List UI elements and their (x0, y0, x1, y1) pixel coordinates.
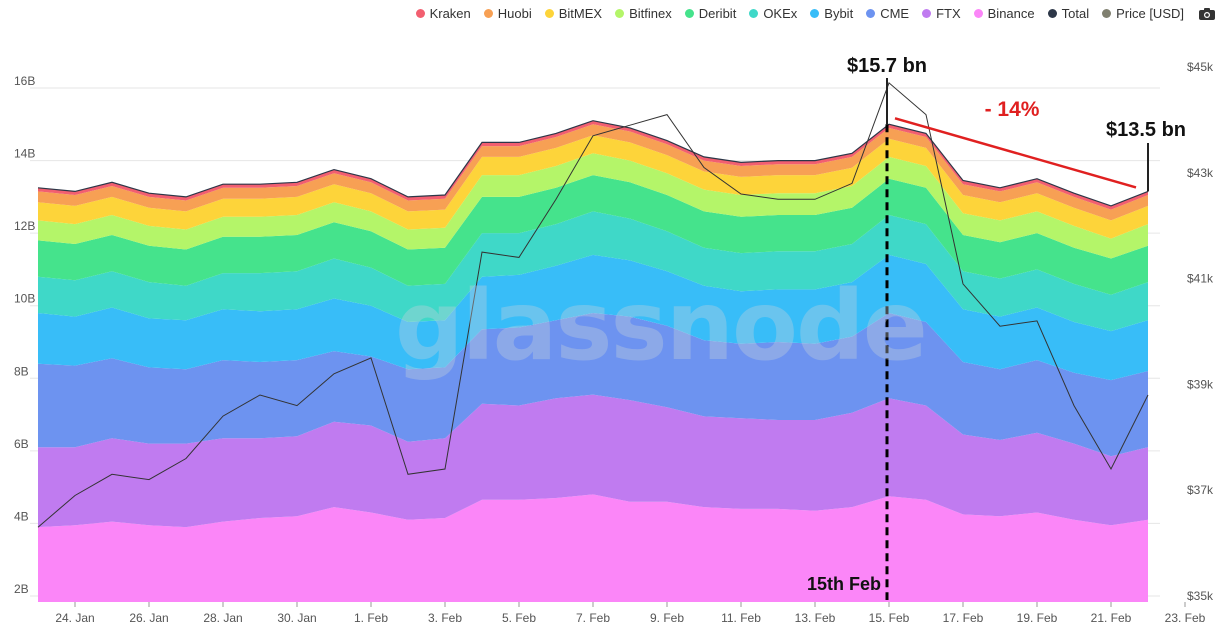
right-tick-label: $35k (1187, 589, 1214, 603)
legend-item-bitmex[interactable]: BitMEX (544, 6, 603, 21)
legend-label: Deribit (698, 6, 737, 21)
left-tick-label: 6B (14, 437, 29, 451)
right-tick-label: $37k (1187, 483, 1214, 497)
right-tick-label: $43k (1187, 166, 1214, 180)
legend-item-bitfinex[interactable]: Bitfinex (615, 6, 672, 21)
legend-label: Kraken (429, 6, 471, 21)
legend-dot (684, 9, 694, 18)
annotations: $15.7 bn $13.5 bn - 14% 15th Feb (807, 55, 1186, 600)
date-label: 15th Feb (807, 574, 881, 594)
legend-label: BitMEX (558, 6, 603, 21)
change-percent-label: - 14% (985, 98, 1040, 121)
legend-dot (749, 9, 759, 18)
decline-line (894, 117, 1137, 189)
left-tick-label: 14B (14, 147, 35, 161)
legend-item-kraken[interactable]: Kraken (415, 6, 471, 21)
right-tick-label: $41k (1187, 272, 1214, 286)
legend-dot (866, 9, 876, 18)
x-tick-label: 17. Feb (943, 611, 984, 625)
x-tick-label: 7. Feb (576, 611, 610, 625)
right-axis-ticks: $35k $37k $39k $41k $43k $45k (1187, 60, 1214, 603)
camera-icon[interactable] (1198, 7, 1216, 21)
legend-label: Price [USD] (1116, 6, 1184, 21)
legend-item-total[interactable]: Total (1047, 6, 1090, 21)
x-tick-label: 26. Jan (129, 611, 168, 625)
legend: Kraken Huobi BitMEX Bitfinex Deribit OKEx Bybi… (415, 6, 1184, 21)
price-usd-line (37, 82, 1149, 528)
x-axis-ticks: 24. Jan 26. Jan 28. Jan 30. Jan 1. Feb 3. Feb… (55, 602, 1206, 625)
legend-dot (415, 9, 425, 18)
legend-dot (973, 9, 983, 18)
x-tick-label: 24. Jan (55, 611, 94, 625)
legend-label: Total (1061, 6, 1090, 21)
legend-label: OKEx (763, 6, 798, 21)
legend-item-cme[interactable]: CME (866, 6, 909, 21)
left-tick-label: 8B (14, 364, 29, 378)
legend-label: Huobi (497, 6, 532, 21)
left-tick-label: 12B (14, 219, 35, 233)
area-okex (38, 211, 1148, 332)
x-tick-label: 19. Feb (1017, 611, 1058, 625)
legend-label: FTX (936, 6, 961, 21)
area-cme (38, 313, 1148, 457)
area-bitmex (38, 135, 1148, 239)
total-line (37, 120, 1149, 207)
x-tick-label: 1. Feb (354, 611, 388, 625)
x-tick-label: 28. Jan (203, 611, 242, 625)
left-tick-label: 10B (14, 292, 35, 306)
area-ftx (38, 394, 1148, 528)
legend-dot (544, 9, 554, 18)
legend-dot (922, 9, 932, 18)
legend-item-huobi[interactable]: Huobi (483, 6, 532, 21)
area-binance (38, 494, 1148, 602)
legend-dot (810, 9, 820, 18)
right-tick-label: $39k (1187, 377, 1214, 391)
legend-dot (1102, 9, 1112, 18)
legend-dot (1047, 9, 1057, 18)
right-tick-label: $45k (1187, 60, 1214, 74)
legend-item-ftx[interactable]: FTX (922, 6, 961, 21)
legend-item-deribit[interactable]: Deribit (684, 6, 737, 21)
x-tick-label: 23. Feb (1165, 611, 1206, 625)
x-tick-label: 9. Feb (650, 611, 684, 625)
x-tick-label: 11. Feb (721, 611, 761, 625)
legend-label: Binance (987, 6, 1035, 21)
area-bitfinex (38, 153, 1148, 259)
stacked-areas (37, 120, 1149, 602)
x-tick-label: 5. Feb (502, 611, 536, 625)
peak-value-label: $15.7 bn (847, 55, 927, 77)
price-line (37, 82, 1149, 528)
left-axis-ticks: 2B 4B 6B 8B 10B 12B 14B 16B (14, 74, 35, 596)
x-tick-label: 21. Feb (1091, 611, 1132, 625)
x-tick-label: 30. Jan (277, 611, 316, 625)
end-value-label: $13.5 bn (1106, 119, 1186, 141)
legend-label: CME (880, 6, 910, 21)
legend-dot (483, 9, 493, 18)
left-tick-label: 2B (14, 582, 29, 596)
x-tick-label: 3. Feb (428, 611, 462, 625)
legend-label: Bybit (824, 6, 854, 21)
area-bybit (38, 254, 1148, 381)
legend-label: Bitfinex (629, 6, 672, 21)
legend-item-okex[interactable]: OKEx (749, 6, 797, 21)
legend-item-price-usd[interactable]: Price [USD] (1102, 6, 1184, 21)
x-tick-label: 13. Feb (795, 611, 836, 625)
x-tick-label: 15. Feb (869, 611, 910, 625)
area-huobi (38, 124, 1148, 221)
legend-dot (615, 9, 625, 18)
area-deribit (38, 175, 1148, 295)
legend-item-bybit[interactable]: Bybit (810, 6, 853, 21)
left-tick-label: 4B (14, 509, 29, 523)
left-tick-label: 16B (14, 74, 35, 88)
legend-item-binance[interactable]: Binance (973, 6, 1035, 21)
